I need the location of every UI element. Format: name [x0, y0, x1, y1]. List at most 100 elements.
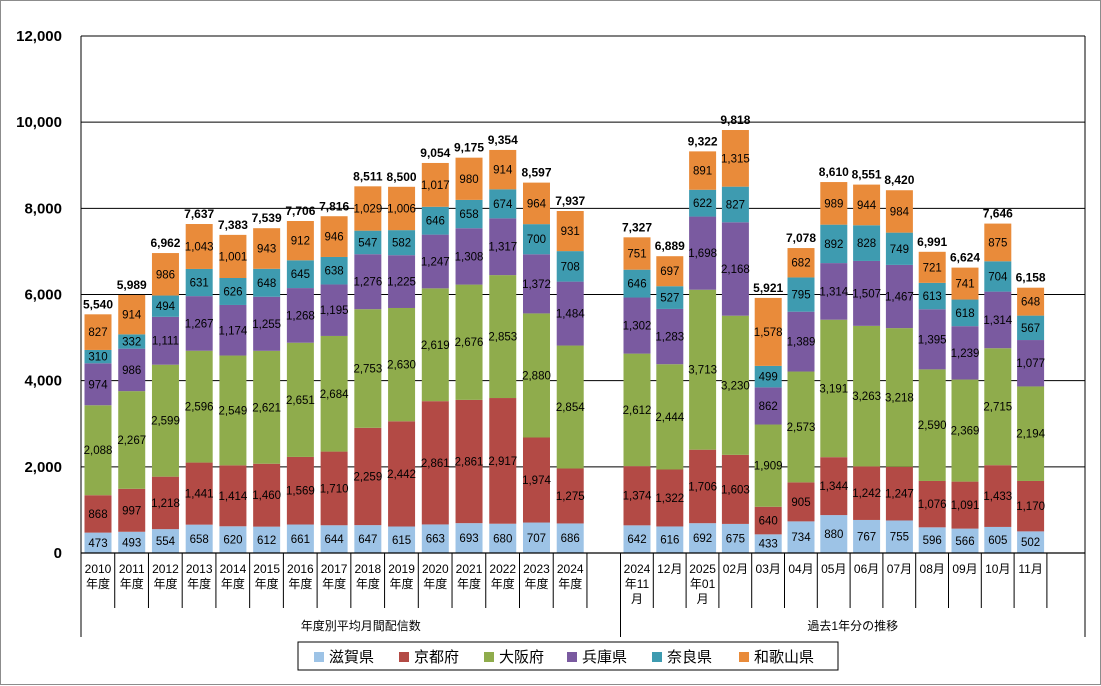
- segment-value-label: 473: [88, 538, 107, 550]
- segment-value-label: 618: [955, 308, 974, 320]
- bar-segment: [556, 211, 584, 252]
- bar-segment: [320, 284, 348, 336]
- segment-value-label: 613: [923, 291, 942, 303]
- bar-segment: [286, 260, 314, 289]
- bar-segment: [151, 476, 179, 530]
- bar-segment: [151, 295, 179, 317]
- segment-value-label: 2,854: [556, 402, 585, 414]
- bar-segment: [185, 224, 213, 269]
- legend-label: 奈良県: [667, 649, 712, 666]
- segment-value-label: 2,651: [286, 395, 315, 407]
- total-value-label: 7,383: [218, 218, 248, 232]
- bar-segment: [219, 234, 247, 278]
- segment-value-label: 964: [527, 198, 547, 210]
- bar-segment: [853, 466, 881, 520]
- bar-segment: [185, 462, 213, 525]
- bar-segment: [689, 449, 717, 524]
- segment-value-label: 704: [988, 271, 1008, 283]
- segment-value-label: 1,076: [918, 499, 947, 511]
- segment-value-label: 648: [1021, 297, 1040, 309]
- bar-segment: [918, 251, 946, 283]
- bar-segment: [556, 251, 584, 282]
- x-tick-label: 06月: [854, 562, 879, 576]
- bar-segment: [656, 256, 684, 287]
- segment-value-label: 1,484: [556, 309, 585, 321]
- bar-segment: [556, 523, 584, 553]
- segment-value-label: 605: [988, 535, 1007, 547]
- segment-value-label: 638: [325, 266, 344, 278]
- segment-value-label: 1,247: [421, 256, 450, 268]
- x-tick-label: 年度: [255, 576, 279, 591]
- bar-segment: [354, 186, 382, 231]
- bar-segment: [253, 350, 281, 464]
- segment-value-label: 2,259: [353, 471, 382, 483]
- bar-segment: [219, 277, 247, 305]
- bar-segment: [286, 220, 314, 261]
- bar-segment: [820, 515, 848, 553]
- x-tick-label: 2012: [152, 562, 179, 576]
- segment-value-label: 1,218: [151, 498, 180, 510]
- bar-segment: [489, 218, 517, 276]
- segment-value-label: 997: [122, 505, 141, 517]
- bar-segment: [84, 314, 112, 350]
- segment-value-label: 644: [325, 534, 345, 546]
- bar-segment: [455, 284, 483, 400]
- segment-value-label: 2,088: [84, 445, 113, 457]
- bar-segment: [853, 519, 881, 553]
- segment-value-label: 741: [955, 279, 974, 291]
- bar-segment: [522, 182, 550, 225]
- bar-segment: [787, 311, 815, 372]
- bar-segment: [787, 248, 815, 278]
- bar-segment: [951, 481, 979, 529]
- segment-value-label: 682: [791, 258, 810, 270]
- y-tick-label: 2,000: [24, 459, 62, 476]
- segment-value-label: 3,713: [688, 365, 717, 377]
- y-tick-label: 10,000: [16, 114, 62, 131]
- total-value-label: 7,327: [622, 220, 652, 234]
- x-tick-label: 年度: [457, 576, 481, 591]
- segment-value-label: 615: [392, 535, 411, 547]
- bar-segment: [185, 350, 213, 463]
- bar-segment: [489, 398, 517, 524]
- segment-value-label: 567: [1021, 323, 1040, 335]
- segment-value-label: 1,578: [754, 327, 783, 339]
- segment-value-label: 647: [358, 534, 377, 546]
- bar-segment: [623, 237, 651, 270]
- bar-segment: [522, 522, 550, 553]
- x-tick-label: 年度: [221, 576, 245, 591]
- bar-segment: [118, 348, 146, 392]
- bar-segment: [84, 405, 112, 496]
- bar-segment: [885, 520, 913, 553]
- bar-segment: [286, 342, 314, 457]
- legend-swatch: [314, 652, 324, 662]
- segment-value-label: 2,596: [185, 402, 214, 414]
- x-tick-label: 2016: [287, 562, 314, 576]
- legend-label: 滋賀県: [329, 649, 374, 666]
- segment-value-label: 868: [88, 509, 107, 521]
- segment-value-label: 931: [561, 226, 580, 238]
- segment-value-label: 433: [759, 539, 778, 551]
- bar-segment: [388, 421, 416, 527]
- segment-value-label: 974: [88, 379, 108, 391]
- segment-value-label: 2,369: [951, 426, 980, 438]
- segment-value-label: 914: [493, 165, 513, 177]
- segment-value-label: 1,710: [320, 483, 349, 495]
- segment-value-label: 1,414: [219, 491, 248, 503]
- bar-segment: [656, 526, 684, 553]
- bar-segment: [1017, 480, 1045, 532]
- segment-value-label: 912: [291, 236, 310, 248]
- segment-value-label: 2,861: [421, 458, 450, 470]
- segment-value-label: 1,315: [721, 153, 750, 165]
- y-tick-label: 4,000: [24, 373, 62, 390]
- segment-value-label: 554: [156, 536, 176, 548]
- bar-segment: [853, 260, 881, 326]
- bar-segment: [455, 157, 483, 200]
- x-tick-label: 年度: [120, 576, 144, 591]
- total-value-label: 7,706: [285, 204, 315, 218]
- bar-segment: [656, 469, 684, 527]
- x-tick-label: 年度: [86, 576, 110, 591]
- bar-segment: [320, 256, 348, 285]
- bar-segment: [984, 348, 1012, 466]
- bar-segment: [421, 206, 449, 235]
- total-value-label: 7,937: [555, 194, 585, 208]
